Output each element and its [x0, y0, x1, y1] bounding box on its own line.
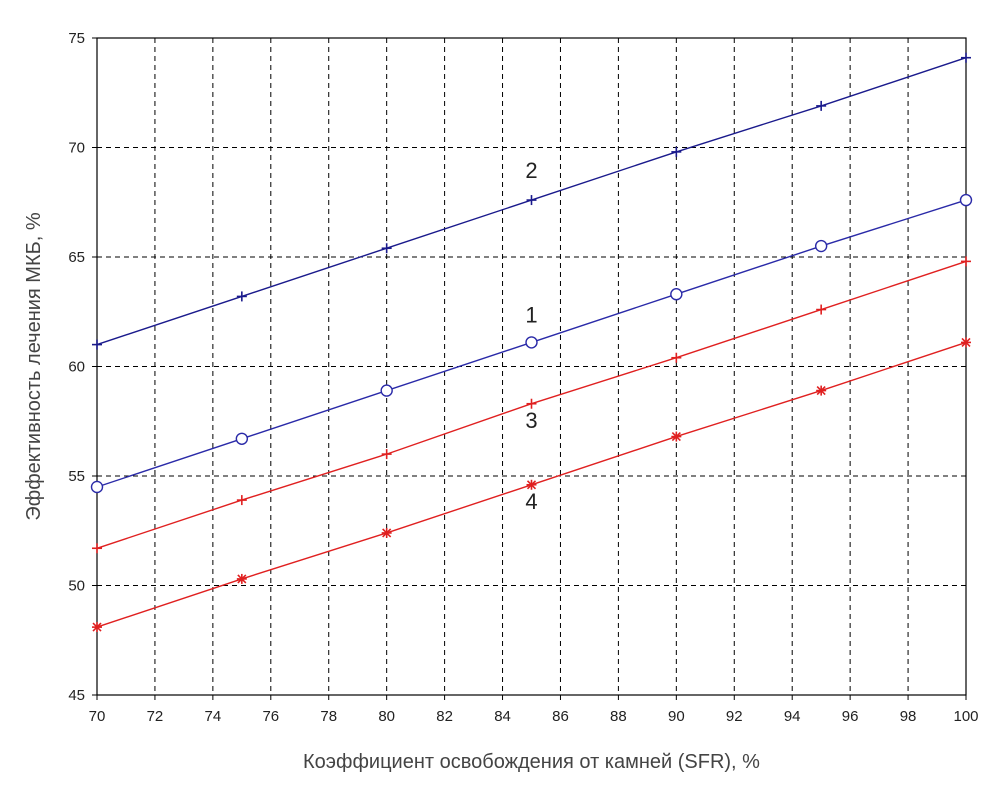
data-point-stroke — [961, 337, 971, 347]
data-point — [961, 256, 971, 267]
series-label-3: 3 — [525, 408, 537, 433]
data-point — [670, 288, 683, 301]
series-3 — [92, 256, 971, 554]
x-tick-label: 72 — [147, 708, 164, 725]
data-point — [961, 52, 971, 63]
data-point — [236, 495, 247, 506]
data-point — [816, 304, 827, 315]
data-point — [381, 243, 392, 254]
series-2 — [92, 52, 971, 350]
x-tick-label: 100 — [953, 708, 978, 725]
x-tick-label: 96 — [842, 708, 859, 725]
y-tick-label: 55 — [68, 468, 85, 485]
series-group — [90, 52, 973, 633]
data-point — [816, 100, 827, 111]
data-point — [526, 398, 537, 409]
data-point-stroke — [237, 574, 247, 584]
data-point — [381, 527, 392, 538]
series-label-2: 2 — [525, 158, 537, 183]
x-tick-label: 90 — [668, 708, 685, 725]
x-tick-label: 98 — [900, 708, 917, 725]
y-tick-label: 60 — [68, 359, 85, 376]
x-tick-label: 82 — [436, 708, 453, 725]
data-point — [816, 385, 827, 396]
x-tick-label: 80 — [378, 708, 395, 725]
y-tick-label: 45 — [68, 687, 85, 704]
x-tick-label: 86 — [552, 708, 569, 725]
data-point-stroke — [526, 480, 537, 490]
data-point-stroke — [92, 622, 102, 632]
x-tick-label: 88 — [610, 708, 627, 725]
data-point — [236, 291, 247, 302]
x-tick-label: 94 — [784, 708, 801, 725]
series-label-1: 1 — [525, 303, 537, 328]
data-point — [92, 339, 102, 350]
data-point-stroke — [382, 528, 392, 538]
series-4 — [92, 337, 971, 633]
data-point — [90, 480, 104, 494]
x-axis-title: Коэффициент освобождения от камней (SFR)… — [303, 751, 760, 773]
x-tick-label: 92 — [726, 708, 743, 725]
data-point — [814, 239, 828, 253]
data-point — [381, 449, 392, 460]
data-point — [526, 479, 537, 490]
data-point — [92, 543, 102, 554]
data-point — [92, 622, 102, 633]
x-tick-label: 78 — [320, 708, 337, 725]
grid — [97, 38, 966, 695]
data-point-stroke — [671, 432, 681, 442]
y-axis-title: Эффективность лечения МКБ, % — [23, 212, 45, 520]
x-tick-label: 84 — [494, 708, 511, 725]
y-tick-label: 65 — [68, 249, 85, 266]
axis-ticks: 70 72 74 76 78 80 82 84 86 88 90 92 94 96 98 100 45 50 55 6… — [68, 30, 978, 725]
data-point — [671, 352, 682, 363]
data-point — [236, 573, 247, 584]
data-point — [959, 193, 973, 207]
data-point — [961, 337, 971, 348]
y-tick-label: 70 — [68, 140, 85, 157]
data-point — [671, 431, 682, 442]
y-tick-label: 50 — [68, 578, 85, 595]
data-point — [235, 432, 249, 445]
x-tick-label: 76 — [262, 708, 279, 725]
series-1 — [90, 193, 973, 494]
x-tick-label: 74 — [205, 708, 222, 725]
data-point — [671, 146, 682, 157]
data-point-stroke — [816, 386, 826, 396]
curve-labels: 1 2 3 4 — [525, 158, 537, 514]
data-point — [525, 336, 538, 349]
data-point — [380, 384, 393, 397]
x-tick-label: 70 — [89, 708, 106, 725]
data-point — [526, 195, 537, 206]
series-label-4: 4 — [525, 489, 537, 514]
y-tick-label: 75 — [68, 30, 85, 47]
